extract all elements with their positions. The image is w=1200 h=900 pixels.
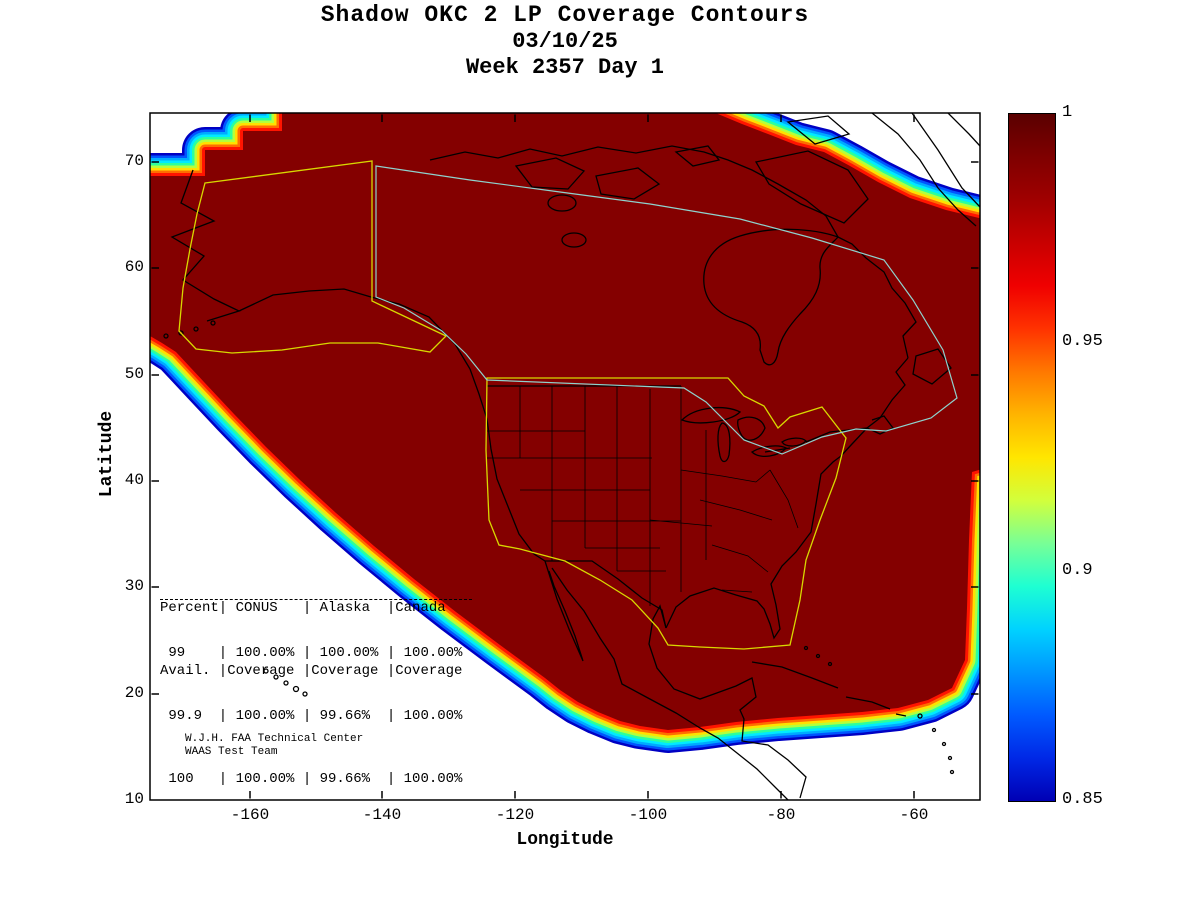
- coverage-table-header: Percent| CONUS | Alaska |Canada Avail. |…: [160, 556, 462, 724]
- title-week: Week 2357 Day 1: [465, 55, 665, 80]
- colorbar-tick-label: 0.9: [1062, 561, 1093, 580]
- y-tick-label: 20: [124, 684, 144, 702]
- credit: W.J.H. FAA Technical Center WAAS Test Te…: [185, 733, 363, 759]
- x-tick-label: -60: [899, 806, 929, 824]
- hudson-bay: [703, 228, 840, 366]
- greenland-coastline: [871, 113, 980, 227]
- y-tick-label: 30: [124, 577, 144, 595]
- y-tick-label: 70: [124, 152, 144, 170]
- table-header-row: Percent| CONUS | Alaska |Canada: [160, 600, 446, 616]
- y-tick-label: 40: [124, 471, 144, 489]
- arctic-islands: [514, 115, 869, 224]
- y-tick-label: 10: [124, 790, 144, 808]
- title-date: 03/10/25: [512, 29, 618, 54]
- table-row: 99 | 100.00% | 100.00% | 100.00%: [160, 645, 463, 661]
- page-title: Shadow OKC 2 LP Coverage Contours: [320, 2, 810, 28]
- x-tick-label: -100: [628, 806, 668, 824]
- credit-line: W.J.H. FAA Technical Center: [185, 733, 364, 745]
- state-borders: [487, 386, 799, 606]
- x-tick-label: -160: [230, 806, 270, 824]
- alaska-service-boundary: [178, 160, 448, 354]
- conus-service-boundary: [485, 377, 847, 650]
- canada-service-boundary: [375, 165, 958, 455]
- y-axis-label: Latitude: [97, 410, 117, 498]
- axis-box: [149, 112, 981, 801]
- table-row: 99.9 | 100.00% | 99.66% | 100.00%: [160, 708, 463, 724]
- x-axis-label: Longitude: [516, 830, 614, 850]
- credit-line: WAAS Test Team: [185, 746, 278, 758]
- islands-caribbean: [751, 645, 955, 775]
- coastline: [163, 113, 980, 800]
- table-header-row: Avail. |Coverage |Coverage |Coverage: [160, 663, 463, 679]
- hawaii-islands: [263, 668, 308, 697]
- x-tick-label: -140: [362, 806, 402, 824]
- colorbar-gradient: [1008, 113, 1056, 802]
- x-tick-label: -80: [766, 806, 796, 824]
- table-divider: [160, 599, 472, 600]
- colorbar-tick-label: 1: [1062, 103, 1073, 122]
- axis-ticks: [151, 114, 979, 799]
- coverage-table-rows: 99 | 100.00% | 100.00% | 100.00% 99.9 | …: [160, 601, 462, 832]
- table-row: 100 | 100.00% | 99.66% | 100.00%: [160, 771, 463, 787]
- y-tick-label: 60: [124, 258, 144, 276]
- colorbar-tick-label: 0.85: [1062, 790, 1103, 809]
- x-tick-label: -120: [495, 806, 535, 824]
- colorbar-tick-label: 0.95: [1062, 332, 1103, 351]
- y-tick-label: 50: [124, 365, 144, 383]
